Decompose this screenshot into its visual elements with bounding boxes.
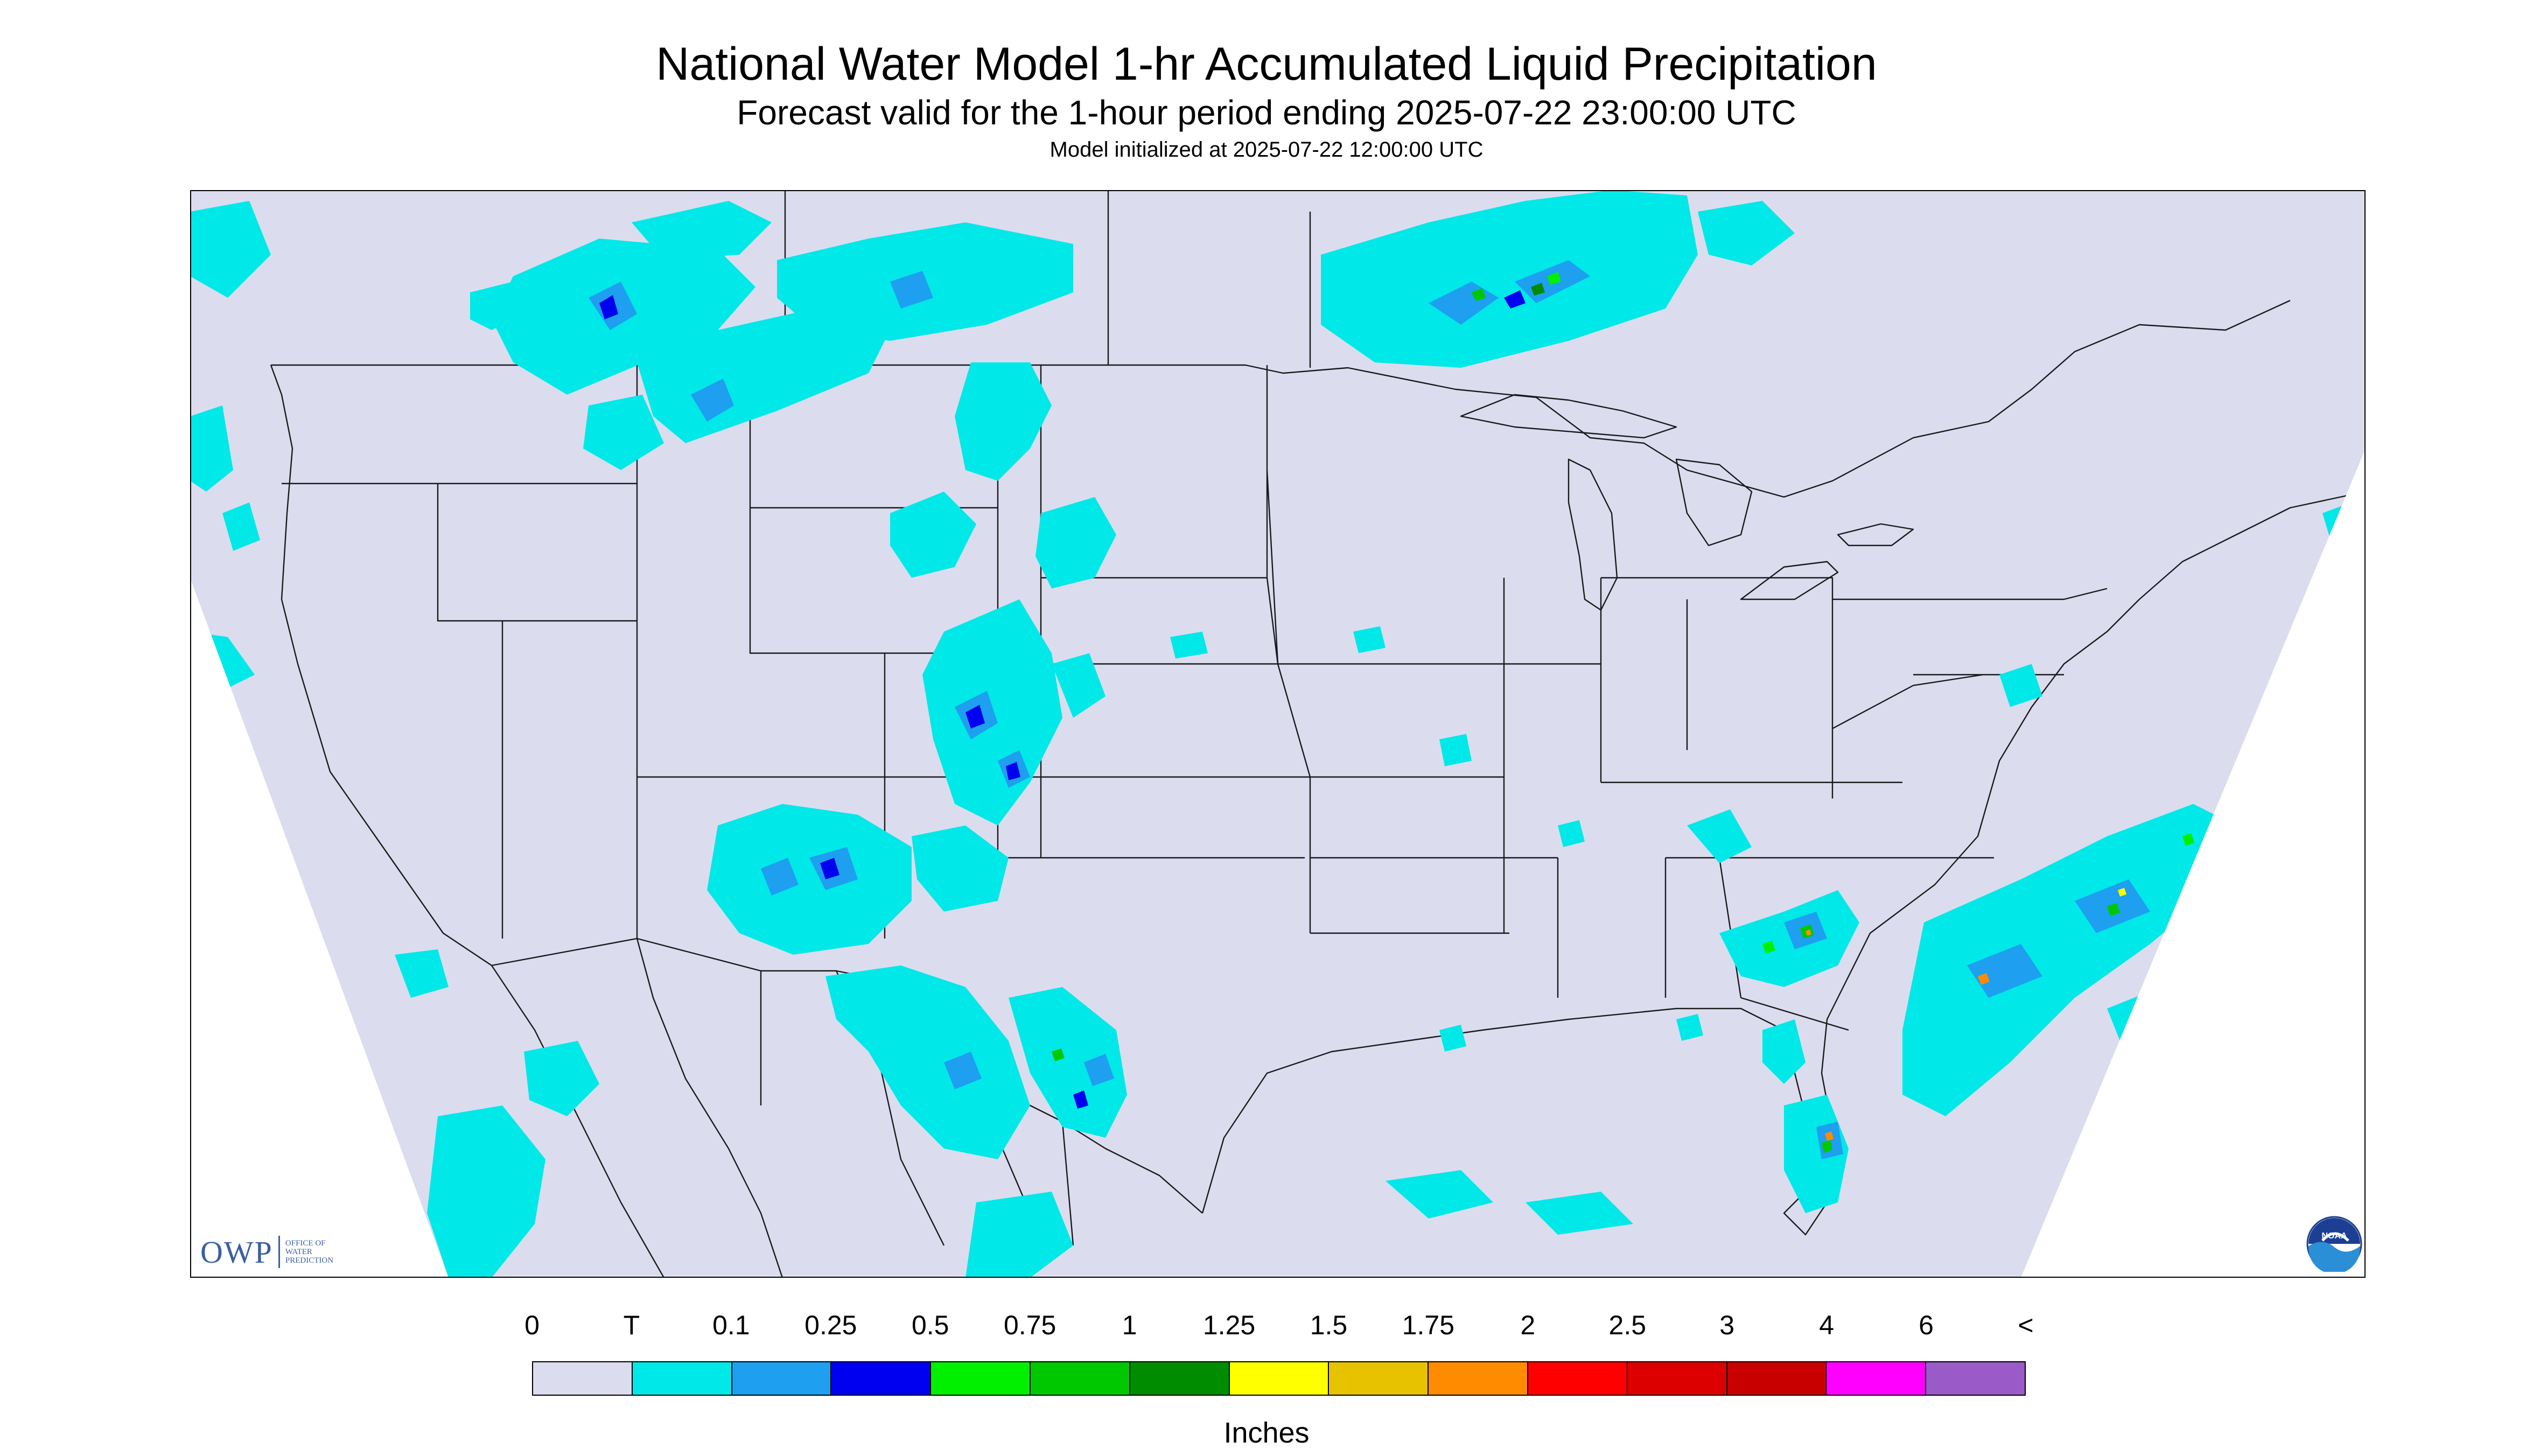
legend-tick-label: 2.5 xyxy=(1608,1310,1647,1340)
valid-time-subtitle: Forecast valid for the 1-hour period end… xyxy=(737,93,1796,132)
legend-swatch xyxy=(1130,1362,1230,1395)
state-boundary xyxy=(1266,365,2108,1031)
legend-tick-label: 0.25 xyxy=(804,1310,857,1340)
legend-tick-label: 4 xyxy=(1819,1310,1835,1340)
mexico-coast xyxy=(491,938,783,1278)
legend-swatch xyxy=(1827,1362,1927,1395)
legend-units-label: Inches xyxy=(1223,1417,1310,1449)
owp-logo-subtitle-line: PREDICTION xyxy=(285,1256,334,1265)
owp-logo: OWP OFFICE OF WATER PREDICTION xyxy=(200,1233,355,1271)
precip-cell-group xyxy=(890,362,1116,825)
legend-tick-label: < xyxy=(2018,1310,2034,1340)
legend-swatch xyxy=(732,1362,832,1395)
legend-swatch xyxy=(1727,1362,1827,1395)
legend-swatch xyxy=(1528,1362,1628,1395)
mexico-state-boundary xyxy=(760,970,1074,1246)
legend-tick-label: 0.5 xyxy=(911,1310,949,1340)
precipitation-map xyxy=(190,190,2366,1278)
legend-tick-label: 1.25 xyxy=(1202,1310,1256,1340)
owp-logo-divider xyxy=(278,1236,280,1268)
us-canada-border xyxy=(271,299,2291,498)
noaa-logo-text: NOAA xyxy=(2321,1231,2347,1241)
legend-tick-label: 1 xyxy=(1122,1310,1137,1340)
legend-swatch xyxy=(1329,1362,1429,1395)
map-frame xyxy=(190,190,2366,1278)
legend-tick-label: 1.5 xyxy=(1310,1310,1348,1340)
precip-cell-group xyxy=(1762,1019,1849,1213)
precip-cell-group xyxy=(395,949,599,1278)
legend-swatch xyxy=(1229,1362,1330,1395)
precip-cell-group xyxy=(1687,809,1859,987)
legend-swatch xyxy=(1030,1362,1130,1395)
owp-logo-subtitle: OFFICE OF WATER PREDICTION xyxy=(285,1239,355,1265)
precip-cell-group xyxy=(1386,1014,1703,1235)
legend-swatch xyxy=(931,1362,1031,1395)
precip-cell-group xyxy=(492,239,890,470)
model-domain xyxy=(190,190,2366,1278)
lake-ontario xyxy=(1837,523,1914,547)
legend-swatch xyxy=(632,1362,732,1395)
legend-swatch xyxy=(831,1362,932,1395)
precip-cell-group xyxy=(1321,190,1795,368)
legend-swatch xyxy=(533,1362,633,1395)
legend-tick-label: 6 xyxy=(1919,1310,1934,1340)
lake-superior xyxy=(1460,394,1677,439)
legend-tick-label: 0.75 xyxy=(1003,1310,1056,1340)
map-title: National Water Model 1-hr Accumulated Li… xyxy=(656,38,1877,90)
legend-swatch xyxy=(1429,1362,1528,1395)
noaa-logo: NOAA xyxy=(2306,1216,2362,1272)
lake-huron xyxy=(1675,458,1753,547)
legend-tick-label: 0 xyxy=(524,1310,540,1340)
legend-tick-label: T xyxy=(623,1310,640,1340)
legend-swatch xyxy=(1627,1362,1727,1395)
precip-cell-group xyxy=(707,804,1009,955)
owp-logo-subtitle-line: WATER xyxy=(285,1248,312,1256)
owp-logo-subtitle-line: OFFICE OF xyxy=(285,1239,326,1248)
lake-michigan xyxy=(1568,458,1618,611)
precipitation-field xyxy=(190,190,2366,1278)
legend-tick-label: 3 xyxy=(1719,1310,1735,1340)
legend-tick-label: 1.75 xyxy=(1402,1310,1455,1340)
model-init-line: Model initialized at 2025-07-22 12:00:00… xyxy=(1049,138,1484,162)
legend-colorbar xyxy=(532,1361,2026,1396)
precip-cell-group xyxy=(825,965,1127,1278)
legend-tick-label: 2 xyxy=(1520,1310,1536,1340)
owp-logo-letters: OWP xyxy=(200,1234,273,1270)
lake-erie xyxy=(1740,561,1839,600)
precip-cell-group xyxy=(470,201,1073,341)
legend-tick-label: 0.1 xyxy=(712,1310,750,1340)
us-west-coast xyxy=(270,365,492,966)
legend-swatch xyxy=(1926,1362,2025,1395)
